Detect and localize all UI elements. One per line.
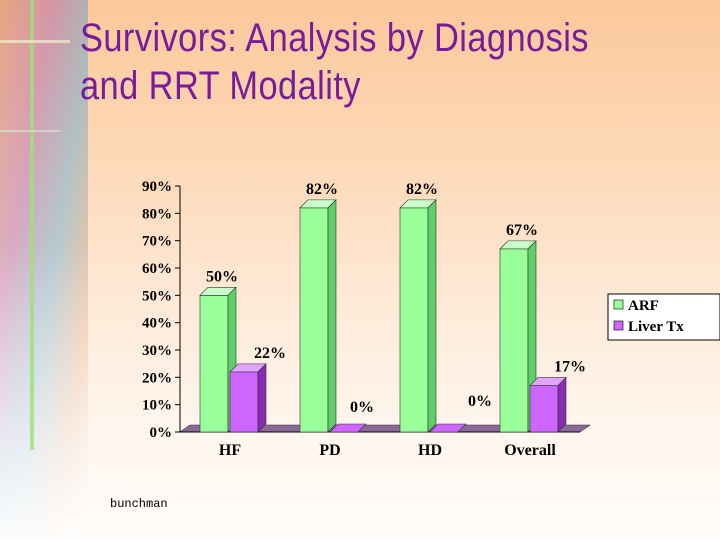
y-tick-label: 0% xyxy=(150,425,173,441)
data-label: 17% xyxy=(554,359,586,376)
bar-front xyxy=(299,207,329,433)
bar-side xyxy=(327,199,337,433)
x-category-label: PD xyxy=(319,442,340,459)
y-tick-label: 90% xyxy=(142,179,172,195)
data-label: 82% xyxy=(406,181,438,198)
legend-swatch xyxy=(613,320,624,331)
footer-author: bunchman xyxy=(110,497,168,511)
y-tick-label: 10% xyxy=(142,398,172,414)
slide-title: Survivors: Analysis by Diagnosis and RRT… xyxy=(80,14,613,110)
slide-title-line-2: and RRT Modality xyxy=(80,64,361,108)
decorative-mosaic-strip xyxy=(0,0,88,540)
y-tick-label: 70% xyxy=(142,234,172,250)
data-label: 22% xyxy=(254,345,286,362)
bar-front xyxy=(499,248,529,433)
bar-front xyxy=(199,295,229,433)
y-tick-label: 20% xyxy=(142,370,172,386)
legend-label: ARF xyxy=(628,298,659,314)
bar-liver-tx-hd xyxy=(429,423,467,433)
y-tick-label: 50% xyxy=(142,288,172,304)
bar-arf-hd xyxy=(399,199,437,433)
y-tick-label: 80% xyxy=(142,206,172,222)
bar-liver-tx-pd xyxy=(329,423,367,433)
data-label: 50% xyxy=(206,268,238,285)
bar-front xyxy=(529,385,559,433)
y-tick-label: 30% xyxy=(142,343,172,359)
legend-box xyxy=(607,293,720,341)
legend-label: Liver Tx xyxy=(628,319,684,335)
legend-swatch xyxy=(613,299,624,310)
bar-liver-tx-overall xyxy=(529,376,567,433)
y-tick-label: 40% xyxy=(142,316,172,332)
x-category-label: HF xyxy=(219,442,241,459)
data-label: 0% xyxy=(468,393,492,410)
bar-front xyxy=(399,207,429,433)
x-category-label: HD xyxy=(418,442,442,459)
x-category-label: Overall xyxy=(504,442,556,459)
data-label: 67% xyxy=(506,222,538,239)
bar-side xyxy=(257,363,267,433)
bar-flat xyxy=(329,423,367,433)
bar-side xyxy=(557,376,567,433)
y-tick-label: 60% xyxy=(142,261,172,277)
data-label: 82% xyxy=(306,181,338,198)
slide-title-line-1: Survivors: Analysis by Diagnosis xyxy=(80,16,589,60)
bar-arf-pd xyxy=(299,199,337,433)
bar-side xyxy=(427,199,437,433)
bar-front xyxy=(229,371,259,433)
bar-arf-hf xyxy=(199,286,237,433)
bar-liver-tx-hf xyxy=(229,363,267,433)
data-label: 0% xyxy=(350,399,374,416)
bar-flat xyxy=(429,423,467,433)
